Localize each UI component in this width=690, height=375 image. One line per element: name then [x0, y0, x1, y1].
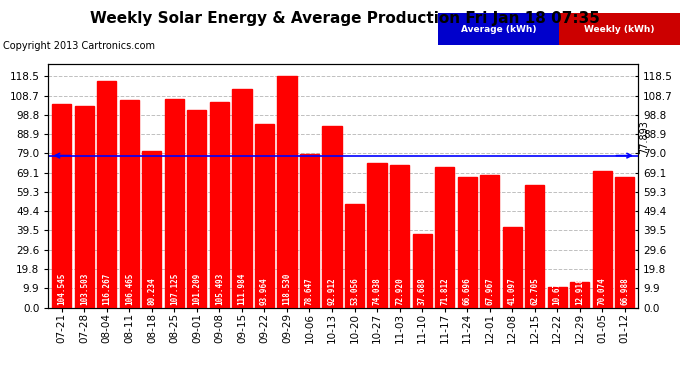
Bar — [277, 76, 297, 308]
Text: 72.920: 72.920 — [395, 277, 404, 304]
Text: 118.530: 118.530 — [282, 272, 291, 304]
Bar — [52, 104, 71, 308]
Text: 62.705: 62.705 — [530, 277, 539, 304]
Text: 105.493: 105.493 — [215, 272, 224, 304]
Text: 66.696: 66.696 — [462, 277, 472, 304]
Text: 106.465: 106.465 — [125, 272, 134, 304]
Text: 111.984: 111.984 — [237, 272, 246, 304]
Bar — [525, 185, 544, 308]
Text: 92.912: 92.912 — [328, 277, 337, 304]
Bar — [480, 175, 499, 308]
Bar — [570, 282, 589, 308]
Text: 53.056: 53.056 — [350, 277, 359, 304]
Bar — [188, 110, 206, 308]
Text: 74.038: 74.038 — [373, 277, 382, 304]
Text: Copyright 2013 Cartronics.com: Copyright 2013 Cartronics.com — [3, 41, 155, 51]
Bar — [97, 81, 117, 308]
Bar — [502, 227, 522, 308]
Bar — [548, 287, 566, 308]
Bar — [255, 124, 274, 308]
Text: 71.812: 71.812 — [440, 277, 449, 304]
Bar — [120, 100, 139, 308]
Bar — [435, 168, 454, 308]
Bar — [322, 126, 342, 308]
Text: 12.918: 12.918 — [575, 277, 584, 304]
Text: 67.967: 67.967 — [485, 277, 494, 304]
Bar — [300, 154, 319, 308]
Bar — [210, 102, 229, 308]
Text: 37.688: 37.688 — [417, 277, 426, 304]
Bar — [75, 106, 94, 308]
Bar — [615, 177, 634, 308]
Text: 70.074: 70.074 — [598, 277, 607, 304]
Bar — [593, 171, 612, 308]
Text: Weekly Solar Energy & Average Production Fri Jan 18 07:35: Weekly Solar Energy & Average Production… — [90, 11, 600, 26]
Text: 116.267: 116.267 — [102, 272, 111, 304]
Bar — [413, 234, 432, 308]
Text: Weekly (kWh): Weekly (kWh) — [584, 25, 655, 34]
Text: 41.097: 41.097 — [508, 277, 517, 304]
Bar — [390, 165, 409, 308]
Text: 103.503: 103.503 — [80, 272, 89, 304]
Bar — [165, 99, 184, 308]
Bar — [457, 177, 477, 308]
Bar — [345, 204, 364, 308]
Text: 78.647: 78.647 — [305, 277, 314, 304]
Bar — [368, 163, 386, 308]
Text: 66.988: 66.988 — [620, 277, 629, 304]
Text: 77.893: 77.893 — [640, 120, 649, 154]
Text: 107.125: 107.125 — [170, 272, 179, 304]
Bar — [142, 151, 161, 308]
Text: 80.234: 80.234 — [148, 277, 157, 304]
Text: 104.545: 104.545 — [57, 272, 66, 304]
Text: 101.209: 101.209 — [193, 272, 201, 304]
Text: Average (kWh): Average (kWh) — [461, 25, 536, 34]
Text: 93.964: 93.964 — [260, 277, 269, 304]
Bar — [233, 89, 252, 308]
Text: 10.671: 10.671 — [553, 277, 562, 304]
